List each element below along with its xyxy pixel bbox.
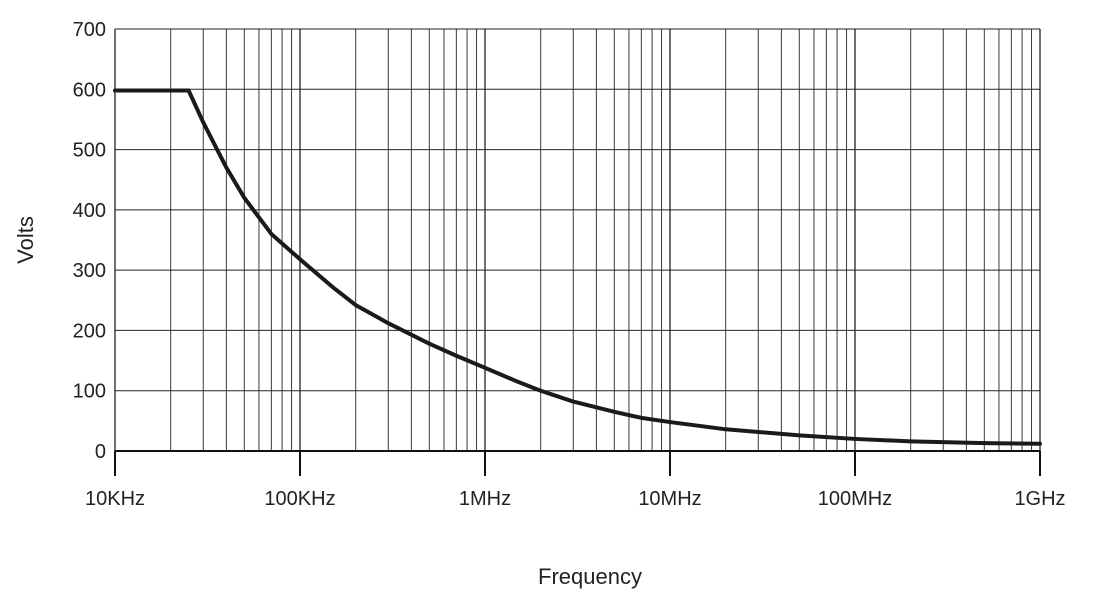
x-tick-label: 1GHz	[1014, 488, 1065, 510]
series-line	[113, 88, 1042, 446]
y-tick-label: 0	[95, 441, 106, 463]
series-layer	[113, 88, 1042, 446]
x-tick-label: 10MHz	[638, 488, 701, 510]
y-tick-label: 400	[73, 200, 106, 222]
grid-lines	[114, 28, 1041, 452]
y-tick-labels: 0 100 200 300 400 500 600 700	[73, 19, 106, 463]
x-axis-title: Frequency	[538, 564, 642, 589]
x-tick-label: 100KHz	[264, 488, 335, 510]
x-tick-labels: 10KHz 100KHz 1MHz 10MHz 100MHz 1GHz	[85, 488, 1066, 510]
axis-lines	[114, 450, 1041, 476]
x-tick-label: 1MHz	[459, 488, 511, 510]
y-tick-label: 300	[73, 260, 106, 282]
y-tick-label: 500	[73, 140, 106, 162]
x-tick-label: 10KHz	[85, 488, 145, 510]
y-tick-label: 100	[73, 381, 106, 403]
y-tick-label: 200	[73, 320, 106, 342]
y-tick-label: 600	[73, 79, 106, 101]
x-tick-label: 100MHz	[818, 488, 892, 510]
y-tick-label: 700	[73, 19, 106, 41]
y-axis-title: Volts	[13, 216, 38, 264]
